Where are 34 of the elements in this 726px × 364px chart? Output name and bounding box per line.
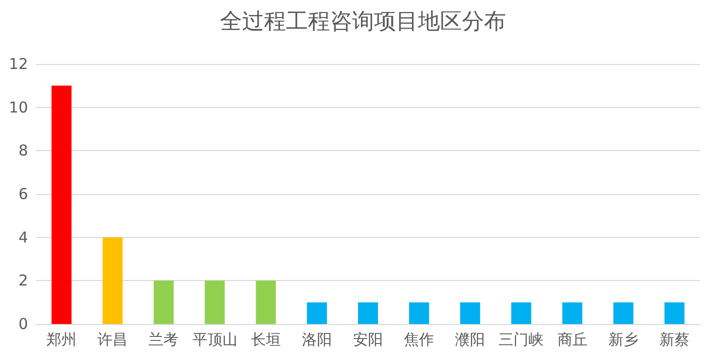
x-tick-label: 洛阳 <box>302 330 332 348</box>
bar <box>154 280 174 324</box>
x-tick-label: 兰考 <box>148 330 179 348</box>
y-tick-label: 8 <box>18 142 28 160</box>
y-tick-label: 4 <box>18 228 28 246</box>
x-tick-label: 焦作 <box>404 330 434 348</box>
x-tick-label: 郑州 <box>46 330 77 348</box>
chart-title: 全过程工程咨询项目地区分布 <box>220 10 506 34</box>
y-tick-label: 10 <box>8 98 28 116</box>
y-tick-label: 6 <box>18 185 28 203</box>
bar <box>511 302 532 324</box>
bar <box>52 86 72 324</box>
bar <box>306 302 327 324</box>
x-tick-label: 安阳 <box>353 330 383 348</box>
x-tick-label: 三门峡 <box>498 330 544 348</box>
x-tick-label: 长垣 <box>250 330 281 348</box>
bar <box>358 302 378 324</box>
bar <box>102 237 123 324</box>
bar <box>460 302 480 324</box>
y-tick-label: 0 <box>18 315 28 333</box>
bar <box>562 302 582 324</box>
y-tick-label: 12 <box>8 55 28 73</box>
bar <box>256 280 276 324</box>
x-tick-label: 商丘 <box>557 330 588 348</box>
bar <box>613 302 634 324</box>
bar <box>204 280 225 324</box>
bar <box>409 302 430 324</box>
y-tick-label: 2 <box>18 272 28 290</box>
x-tick-label: 平顶山 <box>192 330 238 348</box>
x-tick-label: 新乡 <box>608 330 638 348</box>
x-tick-label: 许昌 <box>98 330 128 348</box>
x-tick-label: 新蔡 <box>659 330 690 348</box>
bar <box>664 302 684 324</box>
x-tick-label: 濮阳 <box>455 330 486 348</box>
